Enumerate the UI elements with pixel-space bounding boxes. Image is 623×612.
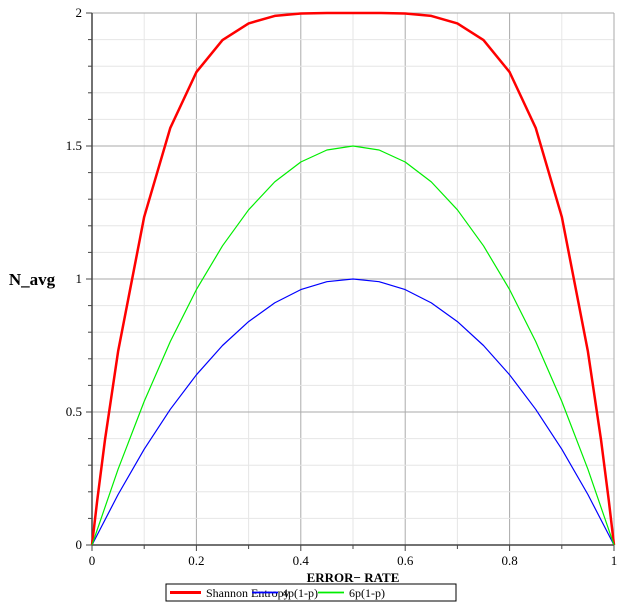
y-tick-label: 2 bbox=[76, 5, 83, 20]
series-line-1 bbox=[91, 278, 615, 546]
series-line-2 bbox=[91, 145, 615, 546]
x-axis-label: ERROR− RATE bbox=[307, 570, 400, 585]
x-tick-label: 0.2 bbox=[188, 553, 204, 568]
legend-label: Shannon Entropy bbox=[206, 586, 290, 600]
y-tick-label: 1.5 bbox=[66, 138, 82, 153]
legend bbox=[165, 583, 457, 602]
y-tick-label: 1 bbox=[76, 271, 83, 286]
y-tick-label: 0 bbox=[76, 537, 83, 552]
x-tick-label: 0.4 bbox=[293, 553, 310, 568]
y-tick-label: 0.5 bbox=[66, 404, 82, 419]
x-tick-label: 1 bbox=[611, 553, 618, 568]
x-tick-label: 0 bbox=[89, 553, 96, 568]
x-tick-label: 0.6 bbox=[397, 553, 414, 568]
x-tick-label: 0.8 bbox=[501, 553, 517, 568]
legend-label: 6p(1-p) bbox=[349, 586, 385, 600]
y-axis-label: N_avg bbox=[9, 270, 56, 289]
legend-label: 4p(1-p) bbox=[282, 586, 318, 600]
series-line-0 bbox=[90, 11, 616, 546]
